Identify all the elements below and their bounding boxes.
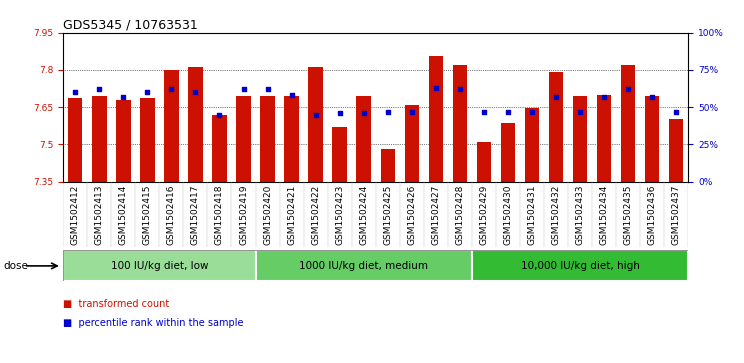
Text: GSM1502424: GSM1502424 bbox=[359, 185, 368, 245]
Point bbox=[69, 89, 81, 95]
Bar bbox=[356, 96, 371, 182]
Text: GSM1502415: GSM1502415 bbox=[143, 185, 152, 245]
Bar bbox=[452, 65, 467, 182]
Text: dose: dose bbox=[4, 261, 28, 271]
Bar bbox=[549, 72, 563, 182]
Text: 100 IU/kg diet, low: 100 IU/kg diet, low bbox=[111, 261, 208, 271]
Bar bbox=[405, 105, 419, 182]
Bar bbox=[333, 127, 347, 182]
Text: GSM1502425: GSM1502425 bbox=[383, 185, 392, 245]
Point bbox=[118, 94, 129, 99]
Bar bbox=[573, 96, 587, 182]
Point bbox=[647, 94, 658, 99]
Text: GDS5345 / 10763531: GDS5345 / 10763531 bbox=[63, 18, 198, 31]
Text: ■  percentile rank within the sample: ■ percentile rank within the sample bbox=[63, 318, 244, 328]
Text: GSM1502430: GSM1502430 bbox=[504, 185, 513, 245]
Bar bbox=[284, 96, 299, 182]
Point bbox=[286, 92, 298, 98]
Text: GSM1502433: GSM1502433 bbox=[576, 185, 585, 245]
Point bbox=[334, 110, 346, 116]
Bar bbox=[188, 68, 202, 182]
Point bbox=[141, 89, 153, 95]
Point bbox=[358, 110, 370, 116]
Bar bbox=[501, 123, 515, 182]
Point bbox=[622, 86, 634, 92]
Point bbox=[574, 109, 586, 114]
Point bbox=[405, 109, 417, 114]
Bar bbox=[669, 119, 684, 182]
Point bbox=[190, 89, 202, 95]
Bar bbox=[429, 56, 443, 182]
Bar bbox=[68, 98, 83, 182]
Bar bbox=[212, 114, 227, 182]
Point bbox=[430, 85, 442, 91]
Point bbox=[382, 109, 394, 114]
Bar bbox=[645, 96, 659, 182]
Bar bbox=[255, 250, 472, 281]
Point bbox=[214, 112, 225, 118]
Text: ■  transformed count: ■ transformed count bbox=[63, 299, 170, 310]
Text: GSM1502413: GSM1502413 bbox=[94, 185, 104, 245]
Point bbox=[526, 109, 538, 114]
Text: GSM1502418: GSM1502418 bbox=[215, 185, 224, 245]
Point bbox=[165, 86, 177, 92]
Bar bbox=[164, 70, 179, 182]
Text: GSM1502412: GSM1502412 bbox=[71, 185, 80, 245]
Bar bbox=[260, 96, 275, 182]
Text: GSM1502436: GSM1502436 bbox=[647, 185, 657, 245]
Point bbox=[454, 86, 466, 92]
Text: GSM1502417: GSM1502417 bbox=[191, 185, 200, 245]
Text: GSM1502414: GSM1502414 bbox=[119, 185, 128, 245]
Bar bbox=[63, 250, 255, 281]
Bar bbox=[92, 96, 106, 182]
Text: GSM1502431: GSM1502431 bbox=[527, 185, 536, 245]
Text: GSM1502435: GSM1502435 bbox=[623, 185, 632, 245]
Text: GSM1502416: GSM1502416 bbox=[167, 185, 176, 245]
Text: GSM1502432: GSM1502432 bbox=[551, 185, 560, 245]
Text: GSM1502421: GSM1502421 bbox=[287, 185, 296, 245]
Text: GSM1502420: GSM1502420 bbox=[263, 185, 272, 245]
Text: GSM1502427: GSM1502427 bbox=[432, 185, 440, 245]
Text: GSM1502422: GSM1502422 bbox=[311, 185, 320, 245]
Text: GSM1502426: GSM1502426 bbox=[407, 185, 417, 245]
Bar bbox=[237, 96, 251, 182]
Bar bbox=[621, 65, 635, 182]
Bar bbox=[380, 149, 395, 182]
Text: 1000 IU/kg diet, medium: 1000 IU/kg diet, medium bbox=[299, 261, 429, 271]
Text: GSM1502434: GSM1502434 bbox=[600, 185, 609, 245]
Text: GSM1502437: GSM1502437 bbox=[672, 185, 681, 245]
Text: GSM1502428: GSM1502428 bbox=[455, 185, 464, 245]
Text: 10,000 IU/kg diet, high: 10,000 IU/kg diet, high bbox=[521, 261, 640, 271]
Bar bbox=[597, 95, 612, 182]
Bar bbox=[140, 98, 155, 182]
Point bbox=[502, 109, 514, 114]
Text: GSM1502423: GSM1502423 bbox=[335, 185, 344, 245]
Point bbox=[262, 86, 274, 92]
Point bbox=[478, 109, 490, 114]
Point bbox=[598, 94, 610, 99]
Point bbox=[93, 86, 105, 92]
Bar bbox=[477, 142, 491, 182]
Point bbox=[237, 86, 249, 92]
Text: GSM1502419: GSM1502419 bbox=[239, 185, 248, 245]
Bar bbox=[525, 108, 539, 182]
Bar bbox=[472, 250, 688, 281]
Bar bbox=[309, 68, 323, 182]
Bar bbox=[116, 100, 130, 182]
Point bbox=[310, 112, 321, 118]
Point bbox=[670, 109, 682, 114]
Point bbox=[550, 94, 562, 99]
Text: GSM1502429: GSM1502429 bbox=[479, 185, 488, 245]
